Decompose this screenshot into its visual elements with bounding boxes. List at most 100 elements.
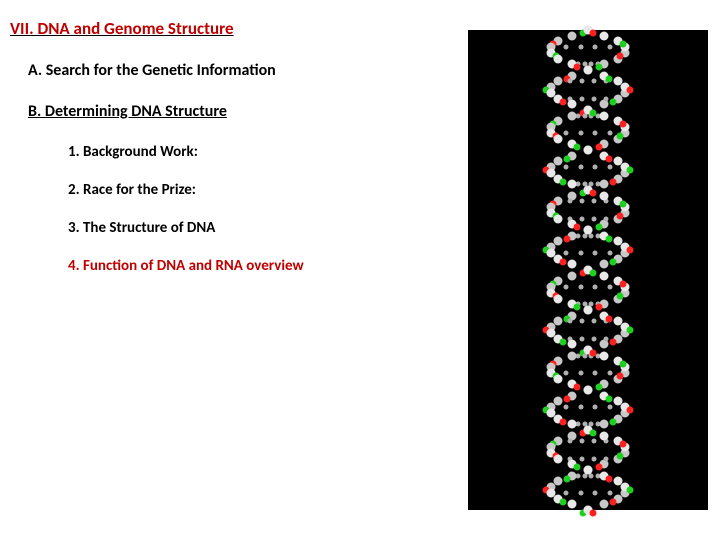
dna-atom [600,191,609,200]
dna-atom [593,285,598,290]
dna-atom [568,319,573,324]
dna-atom [593,250,598,255]
dna-atom [627,87,634,94]
dna-atom [619,121,626,128]
dna-atom [619,361,626,368]
dna-atom [600,180,609,189]
item-3: 3. The Structure of DNA [68,219,440,237]
dna-atom [617,452,624,459]
dna-atom [617,52,624,59]
dna-atom [576,473,581,478]
dna-atom [554,54,563,63]
section-a: A. Search for the Genetic Information [28,61,440,80]
dna-atom [590,110,597,117]
dna-atom [563,250,568,255]
dna-atom [593,370,598,375]
dna-atom [617,292,624,299]
dna-atom [603,336,608,341]
dna-atom [619,281,626,288]
dna-atom [596,464,603,471]
dna-atom [567,351,576,360]
item-1: 1. Background Work: [68,143,440,161]
dna-atom [554,134,563,143]
dna-atom [593,165,598,170]
dna-atom [608,405,613,410]
dna-atom [619,201,626,208]
dna-atom [600,351,609,360]
dna-atom [600,500,609,509]
dna-atom [606,155,613,162]
dna-atom [596,384,603,391]
dna-atom [580,336,585,341]
dna-atom [576,422,581,427]
dna-atom [584,66,593,75]
dna-atom [627,327,634,334]
dna-atom [590,270,597,277]
dna-atom [603,216,608,221]
dna-atom [590,190,597,197]
dna-atom [554,374,563,383]
dna-atom [580,216,585,221]
dna-atom [576,353,581,358]
dna-atom [613,397,622,406]
dna-atom [613,77,622,86]
dna-atom [600,260,609,269]
item-4-highlight: 4. Function of DNA and RNA overview [68,257,440,275]
dna-atom [580,79,585,84]
dna-atom [563,165,568,170]
dna-atom [608,285,613,290]
dna-atom [584,226,593,235]
dna-atom [578,405,583,410]
dna-atom [608,490,613,495]
dna-atom [627,167,634,174]
dna-atom [590,350,597,357]
dna-atom [567,500,576,509]
dna-atom [563,405,568,410]
dna-atom [580,456,585,461]
dna-atom [567,340,576,349]
dna-atom [576,182,581,187]
dna-atom [617,132,624,139]
dna-atom [603,96,608,101]
dna-atom [560,258,567,265]
dna-atom [573,384,580,391]
dna-atom [560,418,567,425]
dna-atom [593,45,598,50]
dna-atom [596,64,603,71]
dna-atom [567,31,576,40]
dna-atom [563,490,568,495]
dna-atom [600,271,609,280]
dna-atom [563,370,568,375]
dna-atom [560,178,567,185]
dna-atom [580,96,585,101]
dna-atom [578,370,583,375]
dna-atom [627,487,634,494]
dna-atom [591,79,596,84]
dna-atom [591,199,596,204]
dna-atom [554,294,563,303]
dna-atom [567,180,576,189]
dna-atom [578,130,583,135]
dna-atom [567,260,576,269]
dna-atom [606,315,613,322]
dna-atom [554,454,563,463]
dna-helix [468,30,708,510]
dna-atom [613,317,622,326]
dna-atom [606,395,613,402]
dna-atom [608,45,613,50]
dna-atom [591,336,596,341]
dna-atom [590,510,597,517]
dna-atom [596,224,603,231]
dna-atom [568,439,573,444]
section-b: B. Determining DNA Structure [28,102,440,121]
dna-atom [567,111,576,120]
dna-atom [617,372,624,379]
dna-atom [608,370,613,375]
dna-atom [590,30,597,37]
dna-atom [608,165,613,170]
dna-atom [606,235,613,242]
dna-atom [593,490,598,495]
dna-atom [567,100,576,109]
dna-atom [584,306,593,315]
dna-atom [584,386,593,395]
